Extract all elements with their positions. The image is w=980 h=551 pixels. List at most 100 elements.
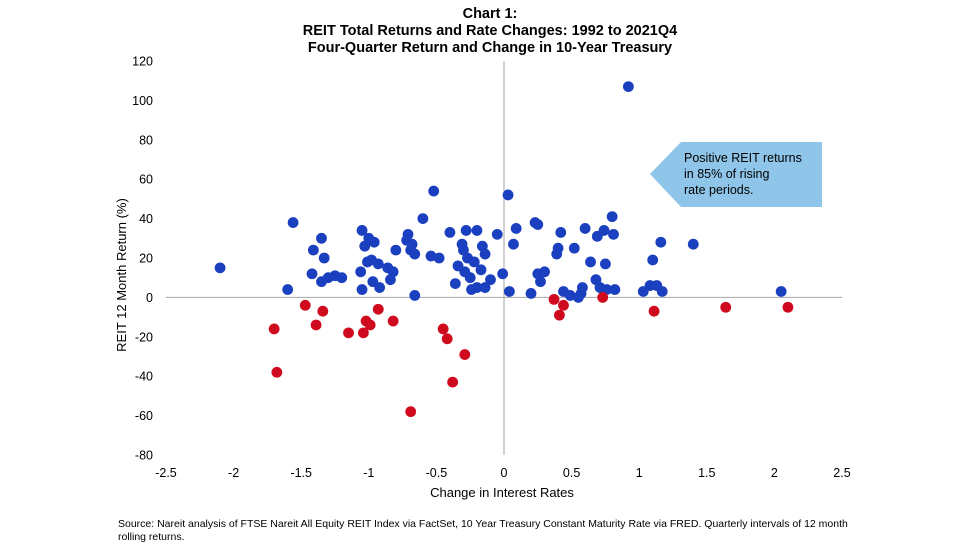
data-point: [598, 225, 610, 236]
data-point: [648, 305, 660, 317]
data-point: [409, 290, 421, 301]
data-point: [287, 217, 299, 228]
data-point: [374, 282, 386, 293]
data-point: [471, 225, 483, 236]
data-point: [318, 252, 330, 264]
data-point: [475, 264, 487, 276]
data-point: [428, 185, 440, 197]
data-point: [459, 349, 471, 360]
data-point: [425, 250, 437, 262]
data-point: [597, 292, 609, 303]
data-point: [471, 282, 483, 293]
chart-title: Chart 1: REIT Total Returns and Rate Cha…: [0, 6, 980, 57]
x-tick-label: 0.5: [563, 466, 580, 480]
y-tick-label: 20: [139, 252, 153, 266]
data-point: [525, 288, 537, 299]
data-point: [417, 213, 429, 225]
data-point: [299, 299, 311, 311]
y-tick-label: -40: [135, 370, 153, 384]
y-tick-label: 80: [139, 133, 153, 147]
x-tick-label: 1: [636, 466, 643, 480]
data-point: [656, 286, 668, 297]
data-point: [214, 262, 226, 274]
data-point: [647, 254, 659, 266]
y-tick-label: -80: [135, 449, 153, 463]
data-point: [552, 242, 564, 254]
y-tick-label: 120: [132, 55, 153, 69]
y-axis-label: REIT 12 Month Return (%): [114, 198, 129, 352]
data-point: [502, 189, 514, 201]
data-point: [479, 282, 491, 293]
data-point: [343, 327, 354, 339]
source-note: Source: Nareit analysis of FTSE Nareit A…: [118, 518, 848, 543]
x-tick-label: 0: [501, 466, 508, 480]
x-tick-label: -2: [228, 466, 239, 480]
data-point: [390, 244, 402, 256]
data-point: [447, 376, 459, 388]
chart-title-line-3: Four-Quarter Return and Change in 10-Yea…: [307, 40, 673, 56]
data-point: [449, 278, 461, 290]
data-point: [497, 268, 509, 280]
data-point: [316, 232, 327, 244]
data-point: [775, 286, 787, 297]
data-point: [504, 286, 515, 297]
data-point: [655, 236, 667, 248]
data-point: [336, 272, 348, 284]
data-point: [606, 211, 618, 223]
data-point: [622, 81, 634, 93]
data-point: [433, 252, 445, 264]
x-tick-label: -1.5: [290, 466, 312, 480]
data-point: [268, 323, 280, 335]
data-point: [387, 315, 399, 327]
data-point: [510, 223, 522, 234]
data-point: [555, 226, 567, 238]
tick-labels: -2.5 -2 -1.5 -1 -0.5 0 0.5 1 1.5 2 2.5 -80 -60 -40 -20…: [132, 55, 851, 481]
x-tick-label: 2: [771, 466, 778, 480]
data-point: [406, 238, 418, 250]
data-point: [372, 303, 384, 315]
data-point: [437, 323, 449, 335]
callout-arrow-shape: [650, 142, 822, 207]
x-tick-label: 2.5: [833, 466, 850, 480]
chart-title-line-1: Chart 1:: [462, 6, 518, 22]
data-point: [460, 225, 472, 236]
data-point: [357, 327, 369, 339]
y-tick-label: 60: [139, 173, 153, 187]
data-point: [306, 268, 318, 280]
data-point: [508, 238, 519, 250]
data-point: [485, 274, 496, 286]
y-tick-label: 40: [139, 212, 153, 226]
data-point: [271, 366, 283, 378]
data-point: [554, 309, 565, 321]
y-tick-label: 0: [146, 291, 153, 305]
data-point: [782, 301, 794, 313]
y-tick-label: 100: [132, 94, 153, 108]
data-point: [317, 305, 329, 317]
data-point: [368, 236, 380, 248]
data-point: [372, 258, 384, 270]
y-tick-label: -60: [135, 409, 153, 423]
data-point: [468, 256, 480, 268]
axes: [166, 61, 842, 455]
x-tick-label: -0.5: [426, 466, 448, 480]
data-point: [585, 256, 596, 268]
data-point: [548, 293, 560, 305]
data-point: [564, 290, 576, 301]
x-tick-label: -1: [363, 466, 374, 480]
data-point: [568, 242, 580, 254]
data-point: [441, 333, 453, 345]
x-tick-label: 1.5: [698, 466, 715, 480]
data-point: [356, 225, 368, 236]
data-point: [491, 228, 503, 240]
data-point: [609, 284, 621, 295]
data-point: [479, 248, 491, 260]
data-point: [687, 238, 699, 250]
data-point: [579, 223, 591, 234]
data-point: [355, 266, 367, 278]
chart-title-line-2: REIT Total Returns and Rate Changes: 199…: [302, 23, 678, 39]
data-point: [356, 284, 368, 295]
data-point: [282, 284, 294, 295]
y-tick-label: -20: [135, 330, 153, 344]
data-point: [402, 228, 414, 240]
